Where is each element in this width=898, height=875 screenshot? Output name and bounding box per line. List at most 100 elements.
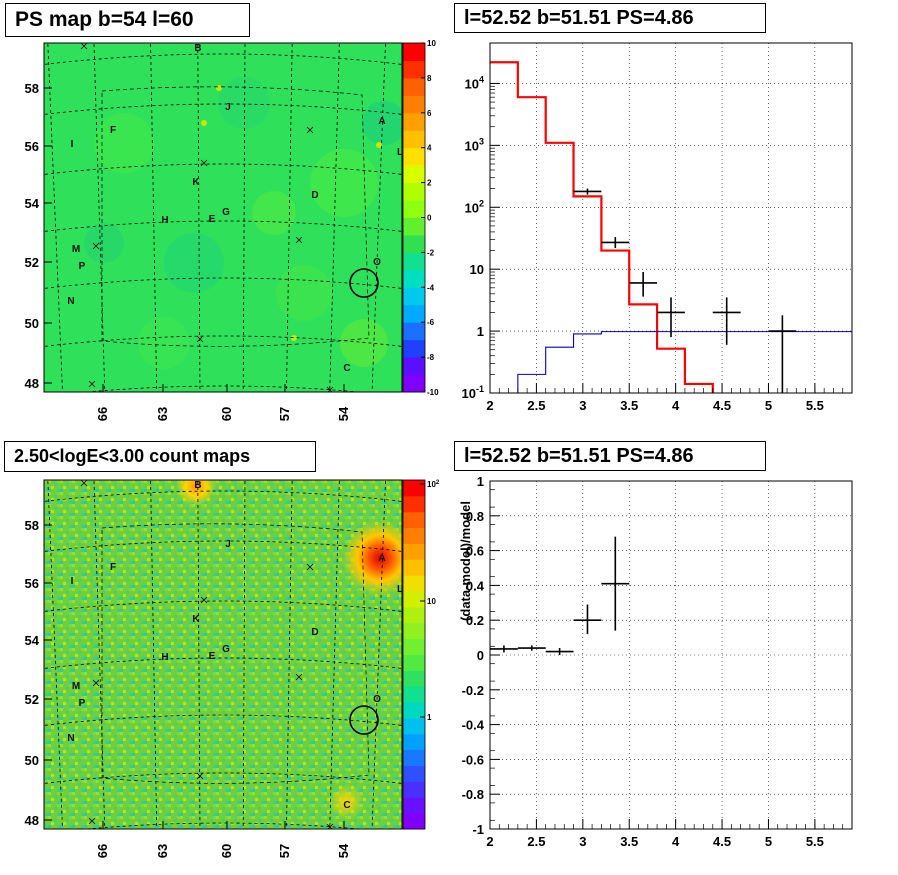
source-label-h: H xyxy=(161,652,168,663)
residual-point xyxy=(573,604,602,635)
map-cross-marker xyxy=(326,823,334,829)
source-label-p: P xyxy=(79,698,86,709)
map-cross-marker xyxy=(80,480,88,487)
colorbar-cell xyxy=(403,670,425,687)
colorbar-cell xyxy=(403,182,425,201)
colorbar-cell xyxy=(403,287,425,306)
source-label-g: G xyxy=(222,644,230,655)
map-y-tick-label: 54 xyxy=(25,633,40,648)
residual-y-tick-label: -0.4 xyxy=(462,718,485,733)
colorbar-tick-label: 10 xyxy=(427,597,436,606)
residual-point xyxy=(601,536,630,631)
map-x-tick-label: 66 xyxy=(95,407,110,421)
grid-latitude-line xyxy=(44,714,402,726)
colorbar-cell xyxy=(403,622,425,640)
map-cross-marker xyxy=(92,242,100,250)
map-x-tick-label: 63 xyxy=(155,844,170,858)
colorbar-cell xyxy=(403,527,425,544)
colorbar-cell xyxy=(403,543,425,560)
colorbar-cell xyxy=(403,559,425,576)
residual-y-tick-label: -0.8 xyxy=(462,787,484,802)
colorbar-cell xyxy=(403,77,425,96)
spectrum-x-tick-label: 5 xyxy=(765,398,772,413)
colorbar-cell xyxy=(403,511,425,529)
map-y-tick-label: 52 xyxy=(25,692,39,707)
spectrum-y-tick-label: 102 xyxy=(465,198,484,215)
map-x-tick-label: 66 xyxy=(95,844,110,858)
map-cross-marker xyxy=(88,380,96,388)
residual-x-tick-label: 5 xyxy=(765,834,772,849)
map-y-tick-label: 48 xyxy=(25,813,39,828)
map-x-tick-label: 60 xyxy=(219,407,234,421)
source-label-k: K xyxy=(192,177,200,188)
colorbar-tick-label: -10 xyxy=(427,388,439,397)
residual-y-tick-label: 0.4 xyxy=(466,578,485,593)
residual-y-tick-label: -0.6 xyxy=(462,752,484,767)
grid-latitude-line xyxy=(44,657,402,669)
spectrum-x-tick-label: 2 xyxy=(486,398,493,413)
colorbar-tick-label: -2 xyxy=(427,248,435,257)
grid-latitude-line xyxy=(44,220,402,232)
residual-grid xyxy=(489,480,852,830)
data-point xyxy=(629,272,658,297)
grid-latitude-line xyxy=(44,335,402,347)
grid-latitude-line xyxy=(44,600,402,612)
residual-panel: 2 2.5 3 3.5 4 4.5 5 5.5 1 0.8 0.6 0.4 0.2 0 -0.2 -0.4 -0… xyxy=(458,474,853,849)
map-y-tick-label: 50 xyxy=(25,316,39,331)
colorbar-cell xyxy=(403,234,425,253)
count-map-frame xyxy=(43,479,403,830)
residual-y-tick-label: 0.6 xyxy=(466,544,484,559)
ps-map-fluctuation xyxy=(218,77,270,129)
colorbar-cell xyxy=(403,147,425,166)
colorbar-cell xyxy=(403,304,425,323)
colorbar-cell xyxy=(403,165,425,184)
source-label-k: K xyxy=(192,614,200,625)
map-y-tick-label: 56 xyxy=(25,576,39,591)
colorbar-cell xyxy=(403,374,425,393)
spectrum-title: l=52.52 b=51.51 PS=4.86 xyxy=(454,3,766,33)
residual-y-tick-label: 0 xyxy=(477,648,484,663)
colorbar-tick-label: 10 xyxy=(427,39,436,48)
residual-x-tick-label: 3 xyxy=(579,834,586,849)
map-cross-marker xyxy=(92,679,100,687)
spectrum-y-tick-label: 10 xyxy=(470,262,484,277)
spectrum-x-tick-label: 4 xyxy=(672,398,680,413)
colorbar-cell xyxy=(403,130,425,149)
data-point xyxy=(601,237,630,248)
residual-y-tick-label: -1 xyxy=(472,822,484,837)
colorbar-cell xyxy=(403,480,425,497)
residual-point xyxy=(545,648,574,655)
grid-latitude-line xyxy=(44,772,402,784)
count-map-target-circle xyxy=(349,705,379,735)
count-map-source-c-glow xyxy=(328,784,364,820)
colorbar-cell xyxy=(403,495,425,513)
map-x-tick-label: 54 xyxy=(336,843,351,858)
colorbar-cell xyxy=(403,217,425,236)
source-label-l: L xyxy=(397,147,403,158)
source-label-c: C xyxy=(343,363,350,374)
residual-x-tick-label: 3.5 xyxy=(620,834,638,849)
source-label-f: F xyxy=(110,125,116,136)
colorbar-cell xyxy=(403,112,425,131)
map-y-tick-label: 54 xyxy=(25,196,40,211)
source-label-c: C xyxy=(343,800,350,811)
count-map-region-outline xyxy=(101,523,370,784)
map-cross-marker xyxy=(196,772,204,780)
map-y-tick-label: 48 xyxy=(25,376,39,391)
residual-x-tick-label: 5.5 xyxy=(806,834,824,849)
colorbar-tick-label: -8 xyxy=(427,353,435,362)
model-spectrum-red-step xyxy=(490,61,714,393)
ps-map-region-outline xyxy=(101,86,370,347)
residual-y-tick-label: 0.8 xyxy=(466,509,484,524)
map-x-tick-label: 57 xyxy=(277,844,292,858)
source-label-f: F xyxy=(110,562,116,573)
colorbar-cell xyxy=(403,269,425,288)
spectrum-y-tick-label: 1 xyxy=(477,324,484,339)
ps-map-fluctuation xyxy=(276,265,332,321)
colorbar-cell xyxy=(403,322,425,341)
background-spectrum-blue-step xyxy=(517,331,852,393)
data-point xyxy=(712,297,741,345)
residual-x-tick-label: 4 xyxy=(672,834,680,849)
residual-y-tick-label: -0.2 xyxy=(462,683,484,698)
